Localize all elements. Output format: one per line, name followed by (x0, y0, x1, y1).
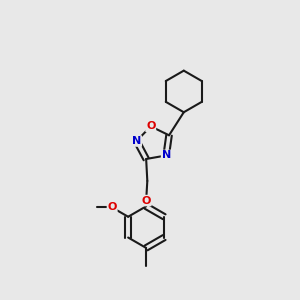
Text: O: O (146, 122, 155, 131)
Text: O: O (107, 202, 117, 212)
Text: N: N (132, 136, 141, 146)
Text: N: N (162, 150, 171, 161)
Text: O: O (142, 196, 151, 206)
